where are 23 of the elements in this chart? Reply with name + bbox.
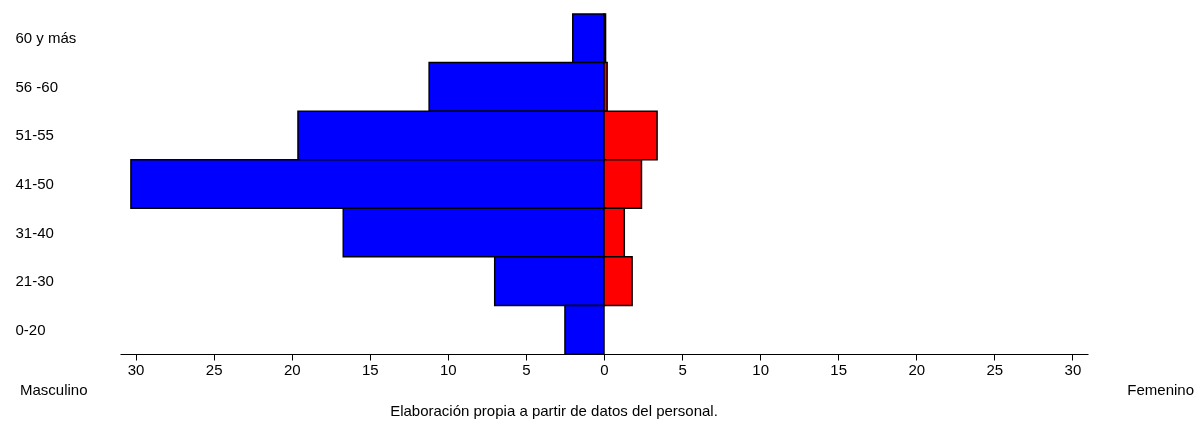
text: Femenino: [1127, 381, 1194, 398]
y-tick-label: 51-55: [15, 126, 54, 144]
x-tick-label: 20: [908, 360, 926, 378]
x-tick-label: 5: [678, 360, 687, 378]
x-tick-label: 15: [361, 360, 379, 378]
x-tick-label: 15: [830, 360, 848, 378]
y-tick-label: 0-20: [15, 320, 46, 338]
y-tick-label: 60 y más: [15, 29, 77, 47]
x-tick-label: 25: [205, 360, 223, 378]
x-tick-label: 10: [440, 360, 457, 378]
y-tick-label: 21-30: [15, 272, 54, 290]
x-tick-label: 20: [283, 360, 301, 378]
x-tick-label: 30: [127, 360, 145, 378]
y-tick-label: 56 -60: [15, 77, 59, 95]
x-tick-label: 0: [600, 360, 609, 378]
x-tick-label: 5: [522, 360, 531, 378]
text: Elaboración propia a partir de datos del personal.: [390, 402, 718, 419]
y-tick-label: 41-50: [15, 175, 54, 192]
y-tick-label: 31-40: [15, 223, 54, 241]
text: Masculino: [20, 381, 88, 398]
x-tick-label: 10: [752, 360, 769, 378]
x-tick-label: 25: [986, 360, 1004, 378]
x-tick-label: 30: [1064, 360, 1082, 378]
